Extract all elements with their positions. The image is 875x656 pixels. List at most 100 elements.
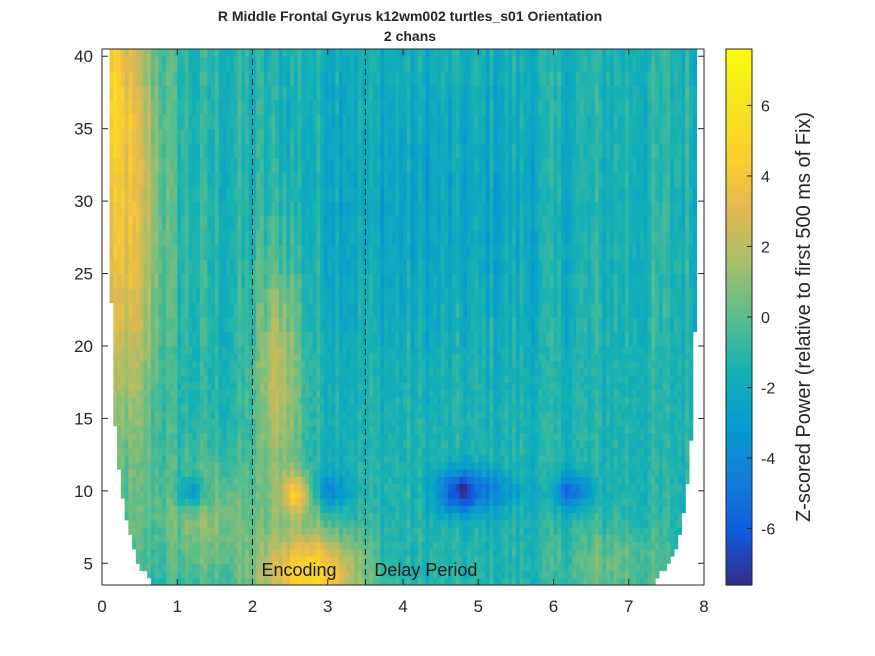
heatmap-cell bbox=[211, 476, 215, 484]
heatmap-cell bbox=[237, 397, 241, 405]
heatmap-cell bbox=[467, 426, 471, 434]
heatmap-cell bbox=[384, 389, 388, 397]
heatmap-cell bbox=[155, 389, 159, 397]
heatmap-cell bbox=[554, 368, 558, 376]
heatmap-cell bbox=[377, 520, 381, 528]
heatmap-cell bbox=[542, 534, 546, 542]
heatmap-cell bbox=[595, 571, 599, 579]
heatmap-cell bbox=[320, 484, 324, 492]
heatmap-cell bbox=[143, 491, 147, 499]
heatmap-cell bbox=[241, 404, 245, 412]
heatmap-cell bbox=[200, 578, 204, 586]
heatmap-cell bbox=[245, 360, 249, 368]
heatmap-cell bbox=[230, 462, 234, 470]
heatmap-cell bbox=[298, 426, 302, 434]
heatmap-cell bbox=[290, 397, 294, 405]
heatmap-cell bbox=[143, 433, 147, 441]
heatmap-cell bbox=[380, 549, 384, 557]
heatmap-cell bbox=[663, 447, 667, 455]
heatmap-cell bbox=[633, 505, 637, 513]
heatmap-cell bbox=[538, 527, 542, 535]
heatmap-cell bbox=[554, 346, 558, 354]
heatmap-cell bbox=[505, 549, 509, 557]
heatmap-cell bbox=[452, 476, 456, 484]
heatmap-cell bbox=[204, 498, 208, 506]
heatmap-cell bbox=[456, 462, 460, 470]
heatmap-cell bbox=[324, 411, 328, 419]
heatmap-cell bbox=[633, 476, 637, 484]
heatmap-cell bbox=[666, 520, 670, 528]
heatmap-cell bbox=[241, 397, 245, 405]
heatmap-cell bbox=[418, 549, 422, 557]
heatmap-cell bbox=[294, 549, 298, 557]
heatmap-cell bbox=[395, 505, 399, 513]
heatmap-cell bbox=[358, 498, 362, 506]
heatmap-cell bbox=[136, 469, 140, 477]
heatmap-cell bbox=[629, 440, 633, 448]
heatmap-cell bbox=[192, 513, 196, 521]
heatmap-cell bbox=[542, 484, 546, 492]
heatmap-cell bbox=[256, 462, 260, 470]
heatmap-cell bbox=[219, 520, 223, 528]
heatmap-cell bbox=[260, 513, 264, 521]
heatmap-cell bbox=[271, 353, 275, 361]
heatmap-cell bbox=[328, 505, 332, 513]
heatmap-cell bbox=[629, 476, 633, 484]
heatmap-cell bbox=[550, 418, 554, 426]
heatmap-cell bbox=[328, 455, 332, 463]
heatmap-cell bbox=[584, 476, 588, 484]
heatmap-cell bbox=[471, 440, 475, 448]
heatmap-cell bbox=[343, 491, 347, 499]
heatmap-cell bbox=[136, 360, 140, 368]
heatmap-cell bbox=[125, 433, 129, 441]
heatmap-cell bbox=[580, 389, 584, 397]
heatmap-cell bbox=[256, 346, 260, 354]
heatmap-cell bbox=[554, 556, 558, 564]
heatmap-cell bbox=[245, 542, 249, 550]
heatmap-cell bbox=[140, 534, 144, 542]
heatmap-cell bbox=[599, 411, 603, 419]
heatmap-cell bbox=[648, 578, 652, 586]
heatmap-cell bbox=[313, 382, 317, 390]
heatmap-cell bbox=[621, 447, 625, 455]
heatmap-cell bbox=[681, 353, 685, 361]
heatmap-cell bbox=[591, 418, 595, 426]
heatmap-cell bbox=[561, 505, 565, 513]
heatmap-cell bbox=[512, 368, 516, 376]
heatmap-cell bbox=[512, 440, 516, 448]
heatmap-cell bbox=[226, 491, 230, 499]
heatmap-cell bbox=[648, 404, 652, 412]
heatmap-cell bbox=[633, 469, 637, 477]
heatmap-cell bbox=[482, 360, 486, 368]
heatmap-cell bbox=[486, 505, 490, 513]
heatmap-cell bbox=[685, 426, 689, 434]
heatmap-cell bbox=[663, 411, 667, 419]
heatmap-cell bbox=[414, 542, 418, 550]
heatmap-cell bbox=[531, 513, 535, 521]
heatmap-cell bbox=[132, 397, 136, 405]
heatmap-cell bbox=[358, 578, 362, 586]
heatmap-cell bbox=[584, 440, 588, 448]
heatmap-cell bbox=[655, 520, 659, 528]
heatmap-cell bbox=[640, 578, 644, 586]
heatmap-cell bbox=[343, 556, 347, 564]
heatmap-cell bbox=[486, 462, 490, 470]
heatmap-cell bbox=[230, 571, 234, 579]
heatmap-cell bbox=[621, 549, 625, 557]
heatmap-cell bbox=[121, 426, 125, 434]
heatmap-cell bbox=[546, 440, 550, 448]
heatmap-cell bbox=[324, 534, 328, 542]
heatmap-cell bbox=[678, 520, 682, 528]
heatmap-cell bbox=[313, 389, 317, 397]
heatmap-cell bbox=[478, 571, 482, 579]
heatmap-cell bbox=[399, 534, 403, 542]
heatmap-cell bbox=[444, 455, 448, 463]
heatmap-cell bbox=[313, 542, 317, 550]
heatmap-cell bbox=[580, 360, 584, 368]
heatmap-cell bbox=[143, 346, 147, 354]
heatmap-cell bbox=[369, 469, 373, 477]
heatmap-cell bbox=[207, 404, 211, 412]
heatmap-cell bbox=[659, 476, 663, 484]
heatmap-cell bbox=[441, 440, 445, 448]
heatmap-cell bbox=[523, 520, 527, 528]
